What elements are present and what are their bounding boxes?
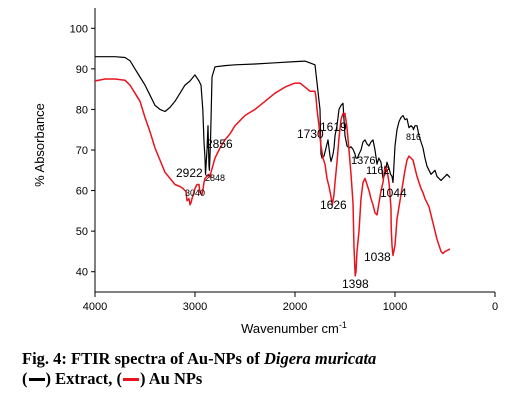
legend-swatch-au-nps-line xyxy=(123,378,140,381)
series-layer xyxy=(94,56,451,277)
x-axis-label-text: Wavenumber cm xyxy=(241,321,339,336)
x-axis-label: Wavenumber cm-1 xyxy=(241,320,347,336)
caption-open-paren: ( xyxy=(22,369,28,388)
peak-label-1162: 1162 xyxy=(366,165,390,177)
y-axis: 40 50 60 70 80 90 100 % Absorbance xyxy=(32,8,96,292)
y-tick-label-40: 40 xyxy=(76,267,88,279)
peak-label-2922: 2922 xyxy=(176,166,203,180)
x-tick-label-1000: 1000 xyxy=(383,301,407,313)
legend-swatch-extract xyxy=(28,373,46,385)
x-tick-label-3000: 3000 xyxy=(183,301,207,313)
caption-species: Digera muricata xyxy=(263,349,377,368)
x-tick-label-0: 0 xyxy=(492,301,498,313)
peak-label-1038: 1038 xyxy=(364,250,391,264)
series-line-au-nps xyxy=(94,78,450,277)
peak-label-1619: 1619 xyxy=(320,120,347,134)
peak-label-1398: 1398 xyxy=(342,277,369,291)
peak-label-2848: 2848 xyxy=(205,173,225,183)
y-tick-label-50: 50 xyxy=(76,226,88,238)
y-tick-label-100: 100 xyxy=(70,23,88,35)
x-axis-label-superscript: -1 xyxy=(339,320,347,330)
peak-annotations: 2922 2856 2848 3040 1730 1619 1626 1376 … xyxy=(176,120,421,291)
series-line-extract xyxy=(95,56,451,184)
legend-swatch-au-nps xyxy=(122,373,140,385)
legend-label-extract: ) Extract, ( xyxy=(45,369,123,388)
legend-swatch-extract-line xyxy=(28,378,45,381)
legend-label-au-nps: ) Au NPs xyxy=(140,369,203,388)
caption-line-1: Fig. 4: FTIR spectra of Au-NPs of Digera… xyxy=(22,349,502,369)
y-tick-label-70: 70 xyxy=(76,145,88,157)
x-tick-label-4000: 4000 xyxy=(83,301,107,313)
y-tick-label-90: 90 xyxy=(76,64,88,76)
caption-line-2: ( ) Extract, ( ) Au NPs xyxy=(22,369,502,389)
y-axis-label: % Absorbance xyxy=(32,103,47,187)
peak-label-1044: 1044 xyxy=(380,186,407,200)
peak-label-1730: 1730 xyxy=(297,127,324,141)
x-tick-label-2000: 2000 xyxy=(283,301,307,313)
peak-label-2856: 2856 xyxy=(206,137,233,151)
peak-label-1626: 1626 xyxy=(320,198,347,212)
y-tick-label-60: 60 xyxy=(76,186,88,198)
caption-title: Fig. 4: FTIR spectra of Au-NPs of xyxy=(22,349,264,368)
peak-label-816: 816 xyxy=(406,132,421,142)
peak-label-1376: 1376 xyxy=(351,155,375,167)
x-axis: 4000 3000 2000 1000 0 Wavenumber cm-1 xyxy=(83,291,498,336)
y-tick-label-80: 80 xyxy=(76,104,88,116)
figure-caption: Fig. 4: FTIR spectra of Au-NPs of Digera… xyxy=(22,349,502,389)
peak-label-3040: 3040 xyxy=(185,188,205,198)
